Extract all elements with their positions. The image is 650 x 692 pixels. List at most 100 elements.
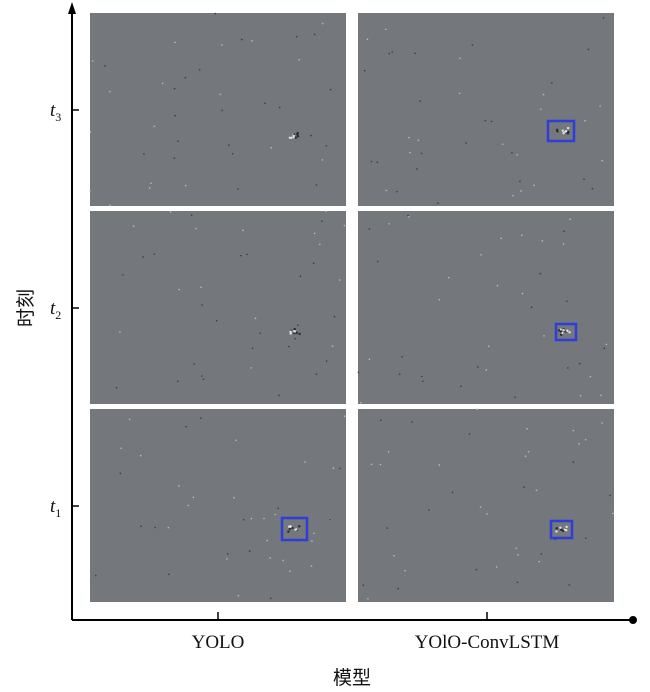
noise	[339, 467, 341, 470]
noise	[169, 211, 172, 213]
noise	[541, 240, 544, 242]
noise	[401, 355, 404, 358]
noise	[530, 306, 533, 309]
noise	[416, 168, 418, 170]
noise	[277, 507, 279, 510]
noise	[603, 347, 606, 350]
target	[566, 126, 570, 130]
target	[555, 530, 558, 533]
noise	[338, 279, 341, 281]
noise	[310, 134, 312, 137]
target	[556, 130, 559, 133]
noise	[294, 337, 296, 340]
noise	[480, 253, 482, 256]
noise	[173, 87, 176, 90]
noise	[278, 106, 281, 109]
noise	[438, 464, 441, 466]
noise	[572, 461, 575, 463]
noise	[526, 427, 528, 430]
noise	[250, 517, 253, 520]
noise	[388, 223, 391, 225]
image-panel	[90, 211, 346, 404]
noise	[609, 494, 611, 497]
noise	[153, 253, 156, 255]
noise	[407, 214, 409, 217]
noise	[89, 131, 92, 133]
noise	[214, 12, 217, 15]
noise	[523, 486, 525, 488]
target	[560, 333, 563, 337]
noise	[343, 224, 346, 227]
noise	[459, 57, 461, 60]
target	[294, 528, 298, 531]
noise	[270, 146, 273, 149]
noise	[542, 93, 545, 96]
noise	[584, 120, 586, 122]
noise	[436, 202, 439, 204]
noise	[150, 182, 152, 185]
noise	[379, 463, 382, 466]
target	[565, 528, 568, 532]
noise	[176, 380, 179, 383]
target	[562, 328, 565, 332]
noise	[357, 371, 360, 374]
noise	[312, 262, 315, 265]
noise	[514, 396, 516, 399]
noise	[153, 125, 156, 128]
target	[289, 524, 292, 528]
noise	[563, 230, 565, 232]
noise	[391, 51, 394, 53]
row-label: t1	[50, 496, 61, 520]
image-panel	[358, 211, 614, 404]
noise	[387, 450, 390, 453]
image-panel	[90, 409, 346, 602]
noise	[304, 461, 306, 463]
noise	[297, 324, 299, 326]
image-panel	[90, 13, 346, 206]
noise	[161, 82, 164, 85]
detection-box	[280, 516, 309, 542]
noise	[572, 429, 575, 432]
noise	[140, 525, 142, 528]
noise	[584, 439, 587, 441]
noise	[438, 298, 441, 301]
noise	[397, 587, 399, 590]
noise	[519, 180, 521, 183]
noise	[543, 335, 545, 337]
noise	[408, 136, 410, 139]
noise	[420, 152, 423, 155]
noise	[109, 90, 111, 93]
noise	[551, 82, 553, 84]
target	[565, 525, 568, 529]
noise	[91, 60, 94, 62]
noise	[465, 142, 467, 144]
noise	[324, 210, 327, 213]
target	[289, 330, 292, 333]
target	[566, 329, 569, 332]
noise	[419, 100, 422, 102]
noise	[538, 560, 541, 563]
noise	[370, 463, 373, 466]
noise	[321, 22, 324, 25]
noise	[235, 439, 237, 441]
noise	[201, 304, 203, 306]
noise	[417, 139, 420, 142]
noise	[228, 144, 230, 146]
noise	[313, 532, 315, 535]
noise	[239, 254, 242, 257]
noise	[132, 225, 135, 227]
target	[561, 129, 564, 132]
noise	[190, 214, 193, 216]
noise	[237, 188, 239, 190]
noise	[422, 380, 424, 382]
noise	[325, 145, 328, 147]
noise	[226, 558, 228, 560]
noise	[566, 300, 568, 302]
noise	[599, 105, 601, 107]
noise	[201, 375, 203, 377]
noise	[471, 44, 474, 46]
noise	[278, 394, 280, 397]
noise	[325, 360, 328, 362]
noise	[109, 204, 111, 207]
